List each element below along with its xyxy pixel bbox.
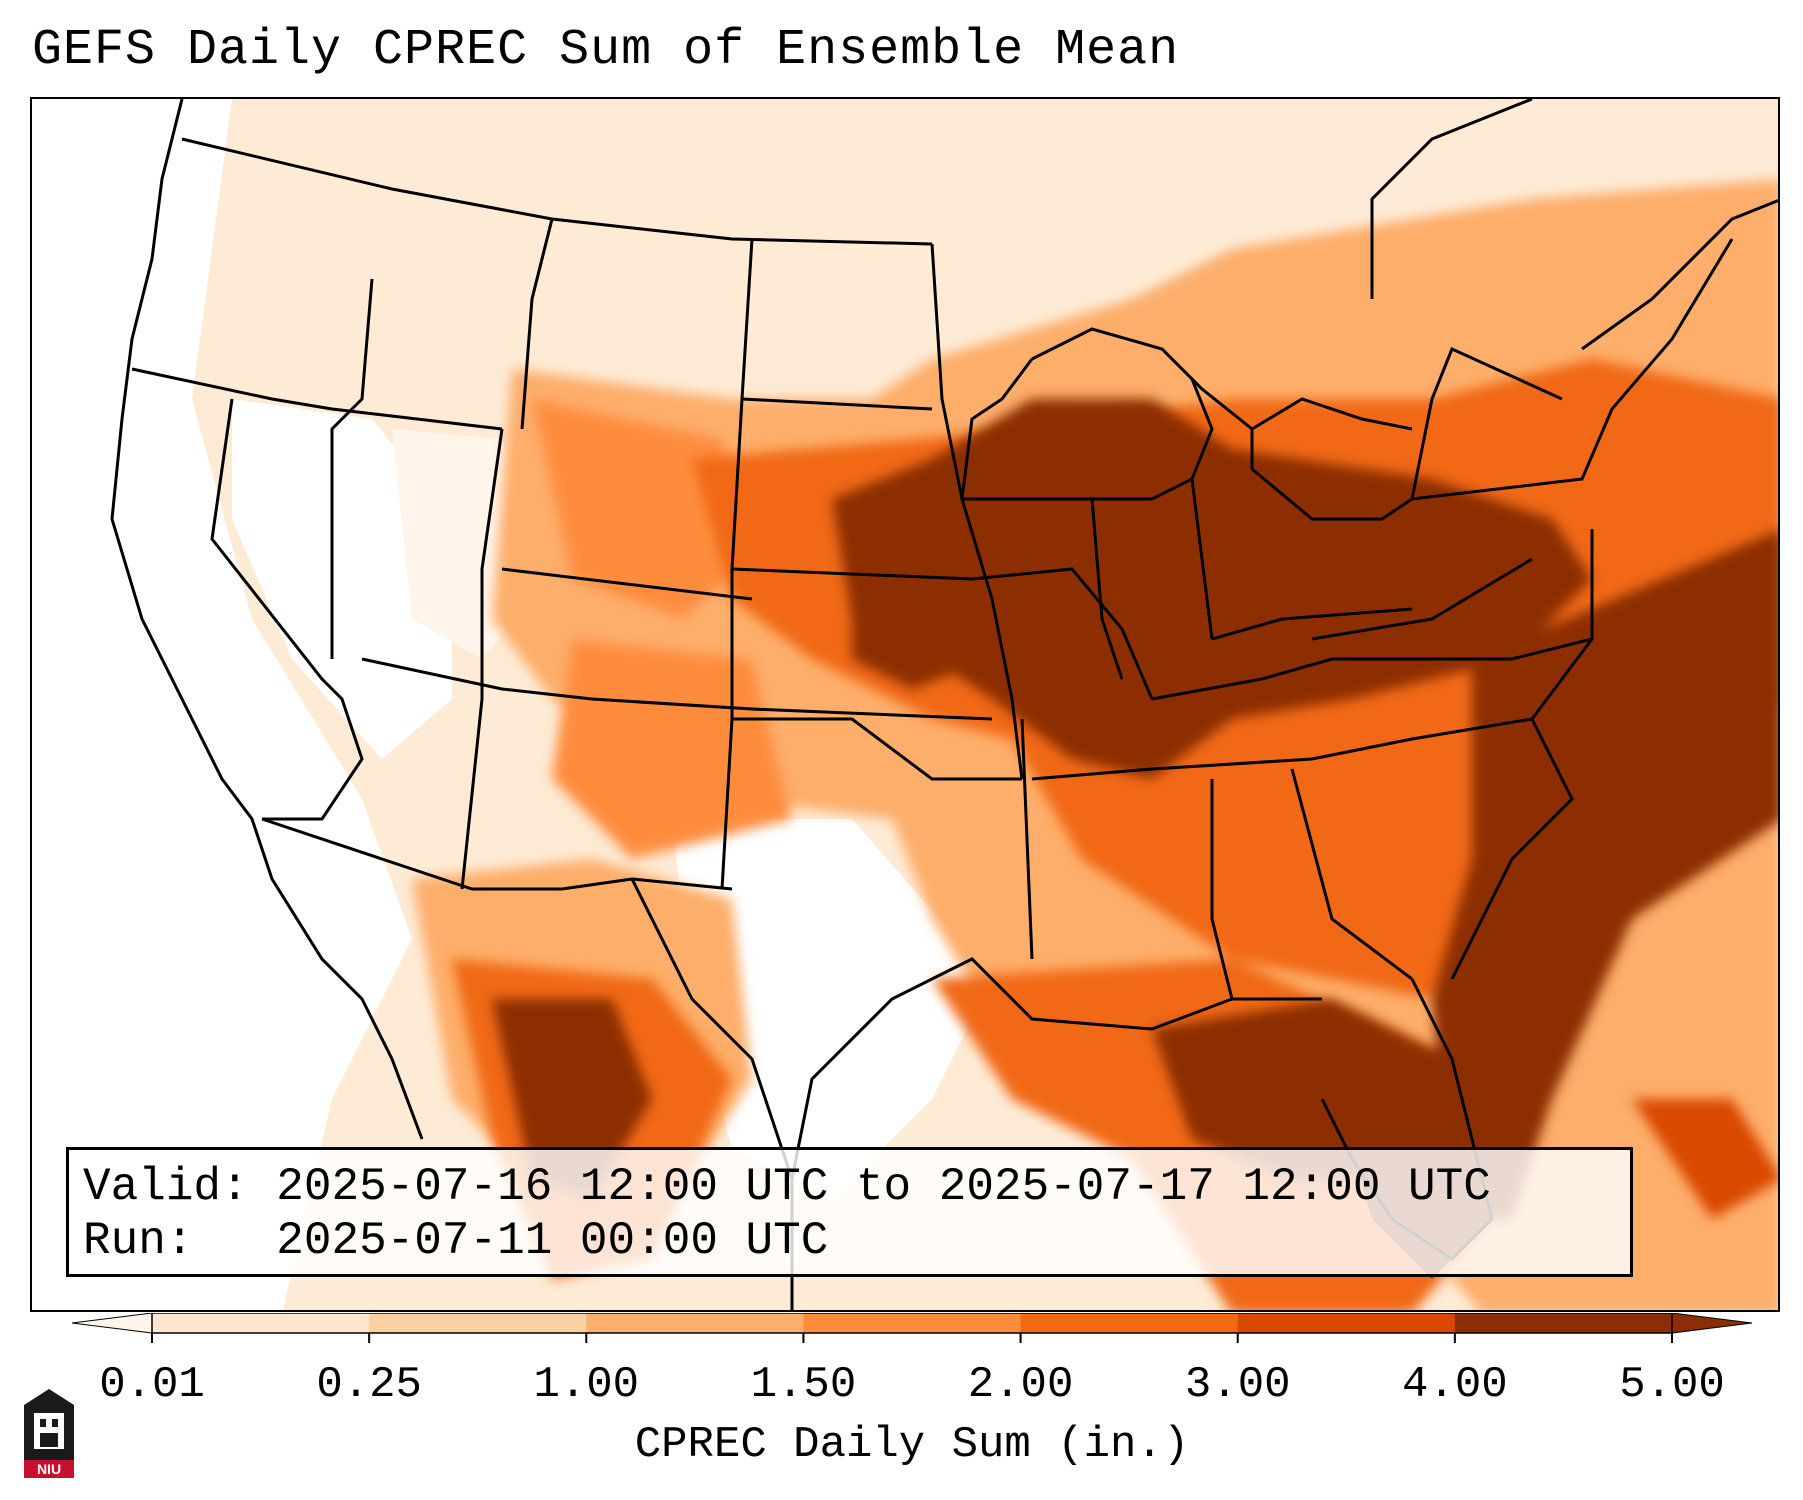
map-title: GEFS Daily CPREC Sum of Ensemble Mean bbox=[32, 22, 1180, 79]
niu-logo: NIU bbox=[24, 1389, 74, 1478]
boundary-lines bbox=[110, 99, 1778, 1310]
colorbar-segment bbox=[586, 1313, 804, 1333]
colorbar-tick-label: 2.00 bbox=[967, 1360, 1074, 1410]
precip-map bbox=[30, 97, 1780, 1312]
colorbar-ticks bbox=[151, 1333, 1673, 1343]
colorbar-segment bbox=[369, 1313, 587, 1333]
valid-run-infobox: Valid: 2025-07-16 12:00 UTC to 2025-07-1… bbox=[66, 1147, 1633, 1277]
colorbar-segment bbox=[1020, 1313, 1239, 1333]
colorbar-segment bbox=[1454, 1313, 1673, 1333]
colorbar-outline bbox=[151, 1313, 1673, 1334]
run-label: Run: bbox=[83, 1215, 194, 1267]
colorbar-tick-label: 3.00 bbox=[1184, 1360, 1291, 1410]
valid-value: 2025-07-16 12:00 UTC to 2025-07-17 12:00… bbox=[276, 1161, 1491, 1213]
run-line: Run: 2025-07-11 00:00 UTC bbox=[83, 1214, 1616, 1268]
valid-label: Valid: bbox=[83, 1161, 249, 1213]
map-canvas bbox=[32, 99, 1778, 1310]
colorbar-segment bbox=[152, 1313, 370, 1333]
colorbar-tick-label: 1.50 bbox=[750, 1360, 857, 1410]
logo-text: NIU bbox=[37, 1461, 61, 1477]
colorbar-tick-label: 1.00 bbox=[533, 1360, 640, 1410]
colorbar-segment bbox=[1237, 1313, 1456, 1333]
logo-banner bbox=[24, 1460, 74, 1478]
colorbar-tick-label: 5.00 bbox=[1619, 1360, 1725, 1410]
colorbar-extend-high bbox=[1671, 1313, 1752, 1334]
valid-line: Valid: 2025-07-16 12:00 UTC to 2025-07-1… bbox=[83, 1160, 1616, 1214]
colorbar-extend-low bbox=[72, 1313, 153, 1334]
colorbar-tick-label: 0.01 bbox=[99, 1360, 205, 1410]
colorbar-segment bbox=[803, 1313, 1022, 1333]
colorbar-tick-label: 0.25 bbox=[316, 1360, 422, 1410]
colorbar-tick-label: 4.00 bbox=[1402, 1360, 1508, 1410]
colorbar-segments bbox=[152, 1313, 1673, 1333]
run-value: 2025-07-11 00:00 UTC bbox=[276, 1215, 829, 1267]
colorbar bbox=[72, 1313, 1752, 1343]
colorbar-label: CPREC Daily Sum (in.) bbox=[634, 1420, 1190, 1470]
